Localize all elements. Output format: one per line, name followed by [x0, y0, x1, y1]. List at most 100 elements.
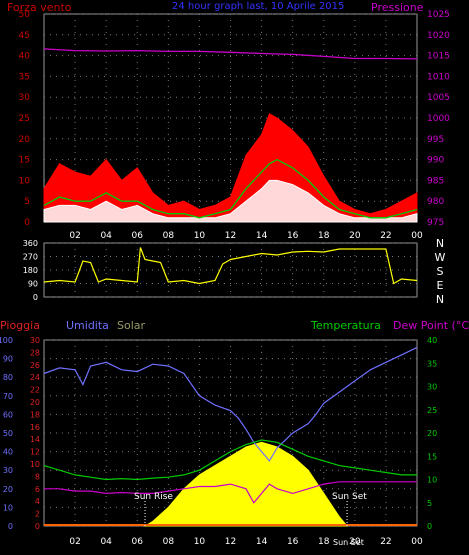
solar-area [143, 441, 349, 527]
time-tick-label: 22 [380, 231, 391, 241]
rain-tick-label: 30 [3, 466, 13, 475]
humidity-tick-label: 2 [35, 510, 40, 519]
time-tick-label: 16 [287, 231, 299, 241]
panel1-grid [44, 13, 417, 223]
wind-axis-label: Forza vento [7, 1, 72, 14]
wind-tick-label: 45 [19, 31, 30, 41]
panel3-temp-ticks: 0 5 10 15 20 25 30 35 40 [427, 336, 437, 531]
panel1-series [43, 48, 418, 223]
temperature-tick-label: 15 [427, 452, 437, 461]
temperature-tick-label: 35 [427, 359, 437, 368]
wind-tick-label: 50 [19, 10, 31, 20]
time-tick-label: 10 [194, 537, 206, 547]
time-tick-label: 04 [100, 537, 112, 547]
direction-tick-label: 180 [23, 266, 38, 275]
wind-tick-label: 20 [19, 135, 31, 145]
temperature-tick-label: 20 [427, 429, 437, 438]
compass-label: N [436, 293, 444, 306]
time-tick-label: 16 [287, 537, 299, 547]
humidity-tick-label: 10 [30, 460, 40, 469]
wind-tick-label: 0 [24, 218, 30, 228]
temperature-tick-label: 40 [427, 336, 437, 345]
time-tick-label: 18 [318, 231, 330, 241]
temperature-axis-label: Temperatura [310, 319, 381, 332]
rain-tick-label: 0 [8, 522, 13, 531]
sunset-label-axis: Sun Set [333, 538, 364, 547]
time-tick-label: 18 [318, 537, 330, 547]
wind-tick-label: 10 [19, 176, 31, 186]
panel2-grid [44, 242, 417, 298]
direction-tick-label: 360 [23, 239, 38, 248]
wind-tick-label: 15 [19, 156, 30, 166]
time-tick-label: 12 [225, 537, 236, 547]
time-tick-label: 04 [100, 231, 112, 241]
pressure-tick-label: 990 [427, 156, 444, 166]
temperature-tick-label: 0 [427, 522, 432, 531]
rain-tick-label: 60 [3, 410, 13, 419]
wind-tick-label: 30 [19, 93, 31, 103]
time-tick-label: 20 [349, 231, 361, 241]
sunrise-label: Sun Rise [134, 492, 173, 502]
time-tick-label: 06 [132, 537, 144, 547]
pressure-axis-label: Pressione [371, 1, 424, 14]
humidity-line [43, 346, 418, 462]
pressure-tick-label: 1025 [427, 10, 450, 20]
rain-tick-label: 40 [3, 448, 13, 457]
wind-tick-label: 35 [19, 72, 30, 82]
rain-tick-label: 80 [3, 373, 13, 382]
panel1-left-ticks: 0 5 10 15 20 25 30 35 40 45 50 [19, 10, 31, 228]
sunset-label: Sun Set [332, 492, 367, 502]
wind-average-line [43, 158, 418, 219]
dew-point-axis-label: Dew Point (°C) [393, 319, 469, 332]
temperature-tick-label: 30 [427, 383, 437, 392]
pressure-tick-label: 1015 [427, 52, 450, 62]
solar-axis-label: Solar [117, 319, 146, 332]
compass-label: N [436, 237, 444, 250]
pressure-line [43, 48, 418, 60]
wind-tick-label: 5 [24, 197, 30, 207]
time-tick-label: 10 [194, 231, 206, 241]
temperature-tick-label: 10 [427, 476, 437, 485]
temperature-tick-label: 25 [427, 406, 437, 415]
rain-tick-label: 100 [0, 336, 13, 345]
rain-tick-label: 50 [3, 429, 13, 438]
rain-tick-label: 10 [3, 503, 13, 512]
pressure-tick-label: 1010 [427, 72, 450, 82]
pressure-tick-label: 995 [427, 135, 444, 145]
humidity-tick-label: 26 [30, 361, 40, 370]
rain-tick-label: 90 [3, 355, 13, 364]
wind-direction-line [43, 247, 418, 285]
humidity-tick-label: 28 [30, 348, 40, 357]
dew-point-line [44, 481, 417, 504]
humidity-tick-label: 14 [30, 435, 40, 444]
pressure-tick-label: 975 [427, 218, 444, 228]
humidity-tick-label: 22 [30, 386, 40, 395]
humidity-tick-label: 16 [30, 423, 40, 432]
pressure-tick-label: 1005 [427, 93, 450, 103]
temperature-tick-label: 5 [427, 499, 432, 508]
time-tick-label: 08 [163, 231, 175, 241]
humidity-tick-label: 18 [30, 410, 40, 419]
time-tick-label: 20 [349, 537, 361, 547]
humidity-tick-label: 4 [35, 497, 40, 506]
pressure-tick-label: 980 [427, 197, 444, 207]
pressure-tick-label: 1020 [427, 31, 450, 41]
time-tick-label: 02 [69, 537, 80, 547]
humidity-tick-label: 6 [35, 485, 40, 494]
compass-label: E [437, 279, 444, 292]
time-tick-label: 08 [163, 537, 175, 547]
time-tick-label: 22 [380, 537, 391, 547]
panel2-series [43, 247, 418, 285]
humidity-tick-label: 20 [30, 398, 40, 407]
time-tick-label: 00 [411, 231, 423, 241]
rain-tick-label: 20 [3, 485, 13, 494]
panel3-series [43, 346, 418, 527]
humidity-tick-label: 24 [30, 373, 40, 382]
pressure-tick-label: 1000 [427, 114, 450, 124]
compass-label: S [437, 265, 444, 278]
humidity-tick-label: 30 [30, 336, 40, 345]
humidity-tick-label: 12 [30, 448, 40, 457]
panel3-rain-ticks: 0 10 20 30 40 50 60 70 80 90 100 [0, 336, 13, 531]
humidity-axis-label: Umidita [66, 319, 109, 332]
panel3-x-ticks: 02 04 06 08 10 12 14 16 18 20 22 00 [69, 537, 423, 547]
